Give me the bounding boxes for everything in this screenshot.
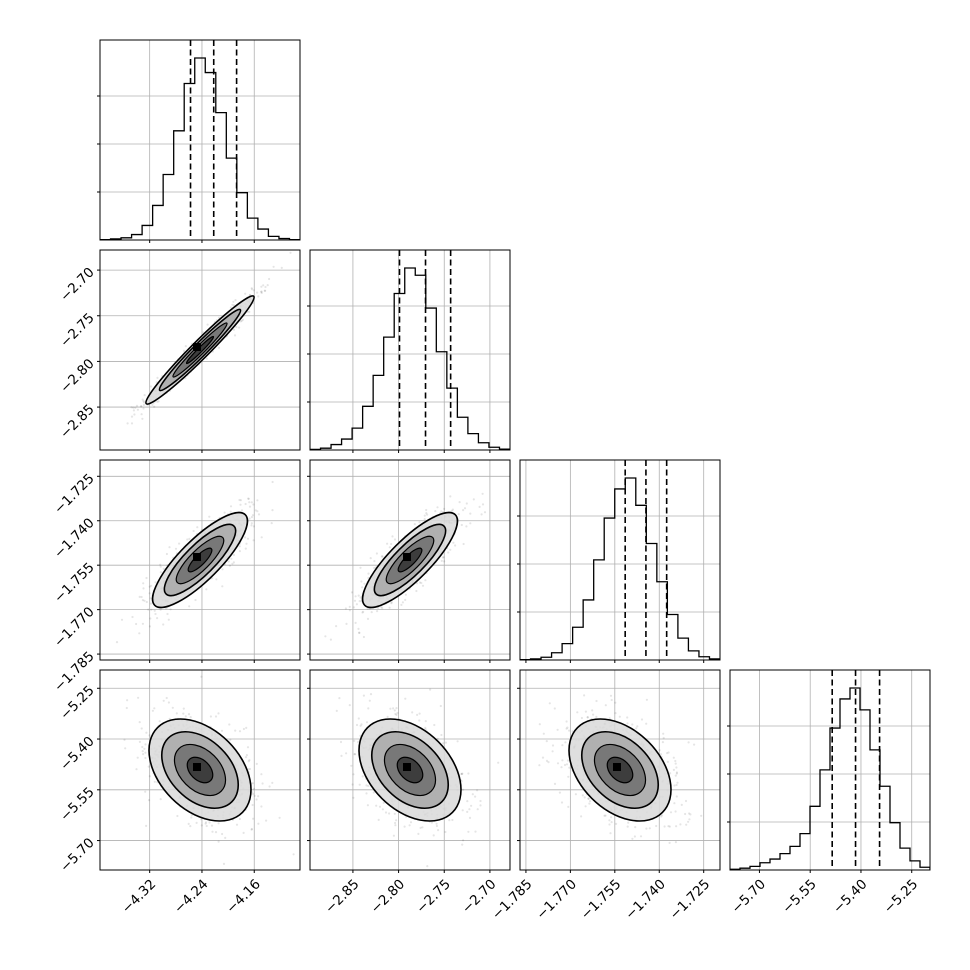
y-tick-label: −2.85: [57, 401, 98, 442]
x-tick-label: −2.85: [322, 876, 363, 917]
panel-frame: [519, 459, 721, 661]
peak-bin: [193, 343, 201, 351]
scatter-panel: −4.32 −4.24 −4.16−5.70−5.55−5.40−5.25: [57, 669, 301, 917]
scatter-panel: [307, 459, 511, 663]
panel-frame: [99, 39, 301, 241]
peak-bin: [403, 553, 411, 561]
y-tick-label: −1.755: [51, 560, 98, 607]
x-tick-label: −1.740: [622, 876, 669, 923]
x-tick-label: −5.40: [830, 876, 871, 917]
peak-bin: [403, 763, 411, 771]
x-tick-label: −4.16: [223, 876, 264, 917]
x-tick-label: −2.80: [368, 876, 409, 917]
y-tick-label: −2.75: [57, 310, 98, 351]
scatter-panel: −2.85−2.80−2.75−2.70: [307, 669, 511, 917]
histogram-step: [730, 687, 930, 870]
scatter-panel: −2.85−2.80 −2.75 −2.70: [57, 249, 301, 453]
y-tick-label: −1.725: [51, 471, 98, 518]
y-tick-label: −5.70: [57, 835, 98, 876]
peak-bin: [613, 763, 621, 771]
panel-frame: [309, 249, 511, 451]
y-tick-label: −2.80: [57, 356, 98, 397]
scatter-panel: −1.785−1.770−1.755−1.740−1.725: [489, 669, 721, 923]
histogram-panel: [97, 39, 301, 243]
x-tick-label: −1.770: [533, 876, 580, 923]
panel-frame: [99, 459, 301, 661]
x-tick-label: −5.25: [881, 876, 922, 917]
y-tick-label: −5.55: [57, 784, 98, 825]
histogram-step: [310, 267, 510, 450]
panel-frame: [519, 669, 721, 871]
histogram-panel: [517, 459, 721, 663]
histogram-panel: [307, 249, 511, 453]
histogram-panel: −5.70 −5.55 −5.40 −5.25: [727, 669, 931, 917]
peak-bin: [193, 763, 201, 771]
x-tick-label: −1.755: [578, 876, 625, 923]
x-tick-label: −5.55: [779, 876, 820, 917]
x-tick-label: −2.75: [413, 876, 454, 917]
histogram-step: [520, 477, 720, 660]
y-tick-label: −5.40: [57, 733, 98, 774]
panel-frame: [99, 249, 301, 451]
panel-frame: [309, 669, 511, 871]
x-tick-label: −1.725: [667, 876, 714, 923]
x-tick-label: −1.785: [489, 876, 536, 923]
x-tick-label: −5.70: [728, 876, 769, 917]
panel-frame: [729, 669, 931, 871]
x-tick-label: −4.24: [171, 876, 212, 917]
panel-frame: [309, 459, 511, 661]
x-tick-label: −4.32: [119, 876, 160, 917]
peak-bin: [193, 553, 201, 561]
y-tick-label: −1.740: [51, 515, 98, 562]
scatter-panel: −1.785−1.770−1.755−1.740−1.725: [51, 459, 301, 695]
histogram-step: [100, 57, 300, 240]
panel-frame: [99, 669, 301, 871]
y-tick-label: −1.770: [51, 604, 98, 651]
y-tick-label: −2.70: [57, 264, 98, 305]
